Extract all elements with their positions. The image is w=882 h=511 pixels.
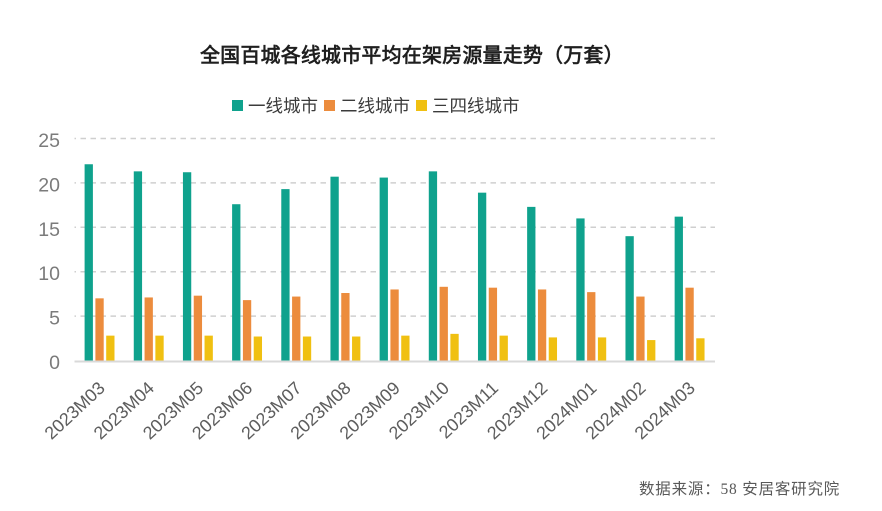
bar-三四线城市 <box>548 337 558 361</box>
bar-一线城市 <box>133 171 143 361</box>
bar-三四线城市 <box>155 335 164 361</box>
y-axis-tick-label: 5 <box>49 308 60 330</box>
chart-title: 全国百城各线城市平均在架房源量走势（万套） <box>200 45 624 67</box>
bar-三四线城市 <box>647 340 656 361</box>
bar-一线城市 <box>477 192 487 361</box>
y-axis-tick-label: 15 <box>38 219 60 241</box>
bar-二线城市 <box>242 300 252 361</box>
bar-三四线城市 <box>352 336 361 361</box>
bar-一线城市 <box>576 218 585 361</box>
bar-一线城市 <box>84 164 93 361</box>
bar-一线城市 <box>379 177 388 361</box>
bar-三四线城市 <box>696 338 705 361</box>
bar-二线城市 <box>390 289 399 361</box>
legend-marker-icon <box>324 99 335 111</box>
bar-三四线城市 <box>204 335 213 361</box>
bar-二线城市 <box>341 293 350 361</box>
bar-一线城市 <box>428 171 438 361</box>
bar-二线城市 <box>292 296 301 361</box>
bar-三四线城市 <box>253 336 263 361</box>
data-source-note: 数据来源：58 安居客研究院 <box>639 481 841 498</box>
legend-marker-icon <box>232 99 243 111</box>
bar-三四线城市 <box>499 335 508 361</box>
bar-二线城市 <box>488 287 498 361</box>
y-axis-tick-label: 10 <box>38 263 60 285</box>
legend-label: 一线城市 <box>248 95 318 116</box>
bar-三四线城市 <box>450 333 459 361</box>
bar-一线城市 <box>182 172 192 361</box>
legend-item[interactable]: 一线城市 <box>232 93 318 118</box>
bar-二线城市 <box>439 286 448 361</box>
bar-一线城市 <box>625 236 634 361</box>
y-axis-tick-label: 20 <box>38 174 60 196</box>
bar-一线城市 <box>674 216 683 361</box>
legend-label: 三四线城市 <box>432 95 520 116</box>
chart-legend: 一线城市 二线城市 三四线城市 <box>232 94 526 116</box>
x-axis-line <box>74 360 715 363</box>
bar-三四线城市 <box>597 337 607 361</box>
legend-label: 二线城市 <box>340 95 410 116</box>
bar-二线城市 <box>537 289 547 361</box>
bar-一线城市 <box>330 176 339 361</box>
y-axis-tick-label: 0 <box>49 352 60 374</box>
bar-二线城市 <box>95 298 104 361</box>
legend-item[interactable]: 三四线城市 <box>416 93 520 118</box>
bar-三四线城市 <box>401 335 410 361</box>
y-axis-tick-label: 25 <box>38 130 60 152</box>
bar-一线城市 <box>232 204 241 361</box>
bar-一线城市 <box>527 206 536 361</box>
bar-二线城市 <box>685 287 694 361</box>
bar-二线城市 <box>587 292 596 361</box>
legend-marker-icon <box>416 99 427 111</box>
legend-item[interactable]: 二线城市 <box>324 93 410 118</box>
bar-三四线城市 <box>302 336 312 361</box>
bar-一线城市 <box>281 189 290 361</box>
bar-三四线城市 <box>106 335 115 361</box>
bar-二线城市 <box>193 295 203 361</box>
bar-二线城市 <box>144 297 153 361</box>
bar-二线城市 <box>636 296 645 361</box>
